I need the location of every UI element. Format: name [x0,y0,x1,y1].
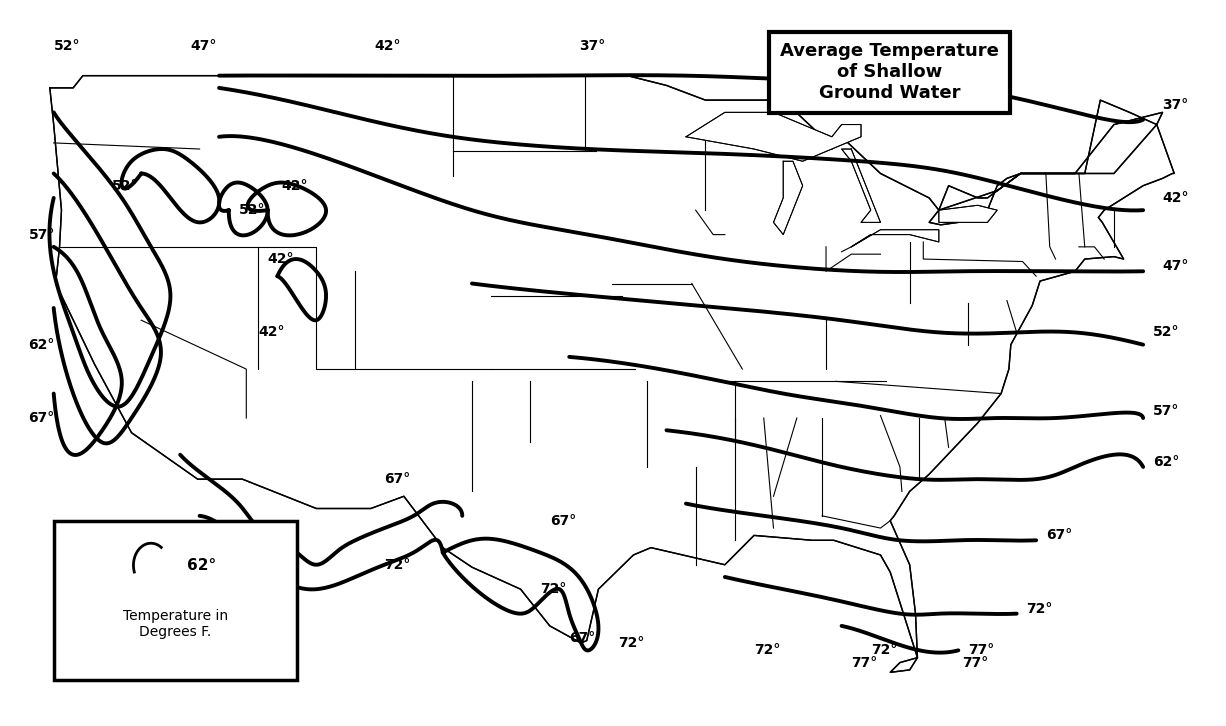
Polygon shape [774,161,803,234]
Text: 67°: 67° [569,631,596,645]
Text: 62°: 62° [28,338,55,351]
Polygon shape [50,76,1175,672]
Text: 72°: 72° [1026,602,1053,616]
Text: 47°: 47° [190,39,216,53]
Text: 67°: 67° [549,514,576,528]
Text: 37°: 37° [1162,98,1189,112]
Text: 42°: 42° [257,325,284,340]
Text: 67°: 67° [1046,529,1072,542]
Text: 72°: 72° [385,558,411,572]
Bar [54,521,297,680]
Text: 62°: 62° [1152,455,1179,469]
Text: 67°: 67° [28,411,55,425]
Text: 42°: 42° [375,39,401,53]
Text: 52°: 52° [54,39,80,53]
Text: Average Temperature
of Shallow
Ground Water: Average Temperature of Shallow Ground Wa… [780,42,999,102]
Text: 72°: 72° [754,643,781,657]
Text: 52°: 52° [239,203,265,217]
Text: 62°: 62° [188,558,217,573]
Text: 37°: 37° [579,39,606,53]
Text: 77°: 77° [851,656,878,669]
Text: 57°: 57° [1152,404,1179,417]
Text: 42°: 42° [281,179,308,192]
Text: 67°: 67° [385,472,411,486]
Text: 47°: 47° [1162,259,1189,274]
Text: 52°: 52° [112,179,139,192]
Text: 57°: 57° [28,228,55,242]
Text: 52°: 52° [1152,325,1179,340]
Text: 77°: 77° [962,656,988,669]
Text: 72°: 72° [539,582,566,596]
Text: 77°: 77° [969,643,994,657]
Text: Temperature in
Degrees F.: Temperature in Degrees F. [123,609,228,639]
Polygon shape [687,113,861,161]
Polygon shape [851,229,939,247]
Text: 72°: 72° [170,521,197,535]
Polygon shape [841,149,880,222]
Text: 72°: 72° [618,636,644,650]
Text: 42°: 42° [1162,191,1189,205]
Polygon shape [939,205,997,222]
Text: 42°: 42° [267,252,294,266]
Text: 72°: 72° [870,643,897,657]
